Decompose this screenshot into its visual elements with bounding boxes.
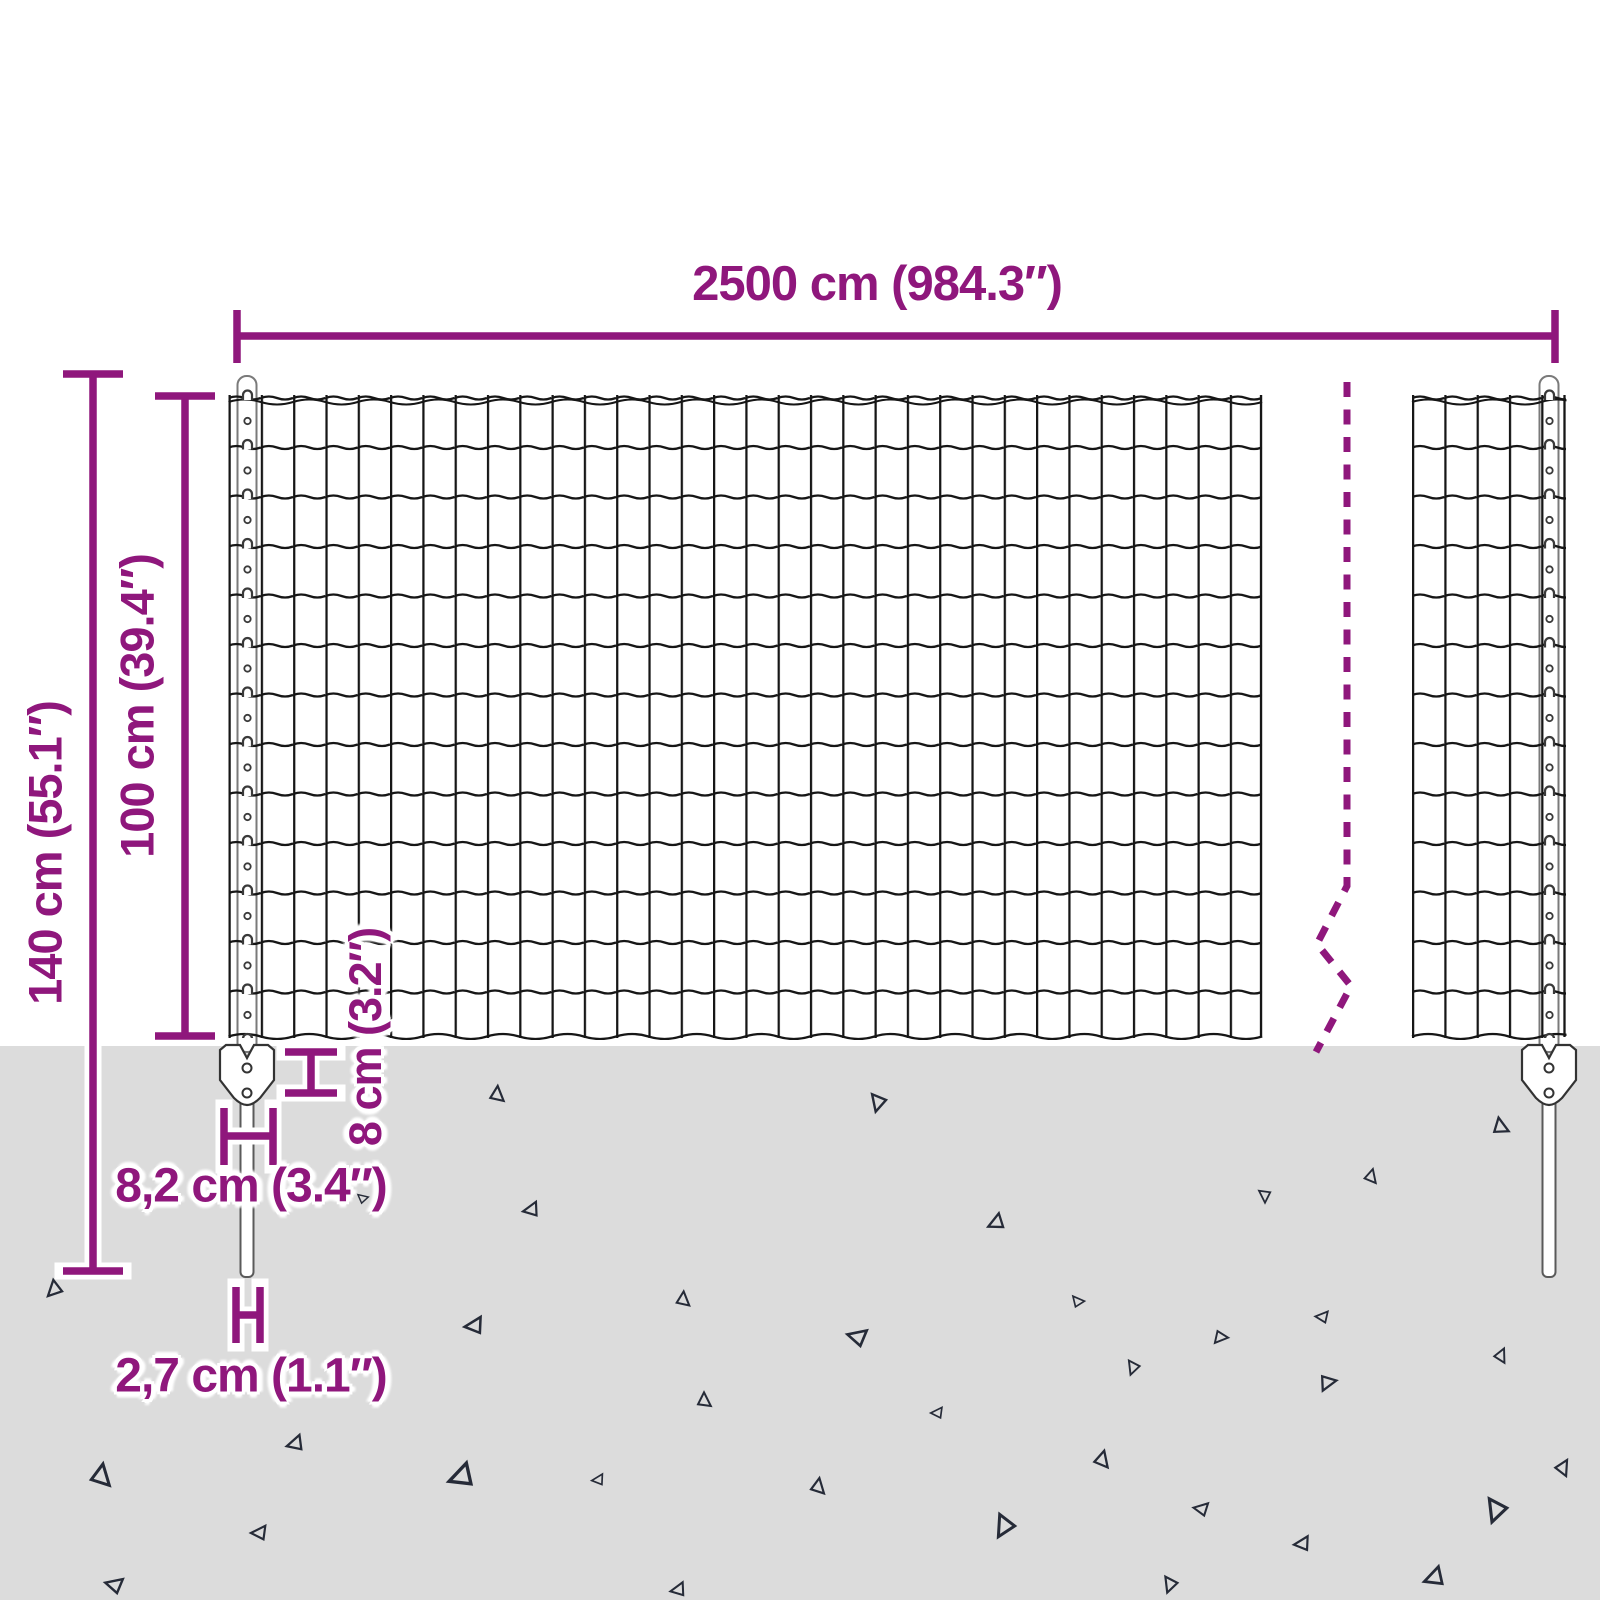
- dimension-label-spike-diameter: 2,7 cm (1.1″): [115, 1349, 387, 1403]
- dimension-label-mesh-ground-offset: 8 cm (3.2″): [340, 927, 391, 1147]
- right-post-hooks: [1539, 388, 1559, 1038]
- dimension-lines: [54, 301, 1564, 1352]
- left-anchor-plate: [218, 1043, 276, 1107]
- dimension-label-fence-height: 100 cm (39.4″): [110, 554, 164, 858]
- break-line: [1312, 382, 1356, 1054]
- right-post-spike: [1541, 1099, 1557, 1278]
- dimension-label-anchor-plate-width: 8,2 cm (3.4″): [115, 1159, 387, 1213]
- wire-mesh-left: [228, 395, 1263, 1040]
- dimension-label-total-width: 2500 cm (984.3″): [692, 257, 1063, 311]
- right-anchor-plate: [1520, 1043, 1578, 1107]
- dimension-label-total-height: 140 cm (55.1″): [18, 701, 72, 1005]
- left-post-hooks: [237, 388, 257, 1038]
